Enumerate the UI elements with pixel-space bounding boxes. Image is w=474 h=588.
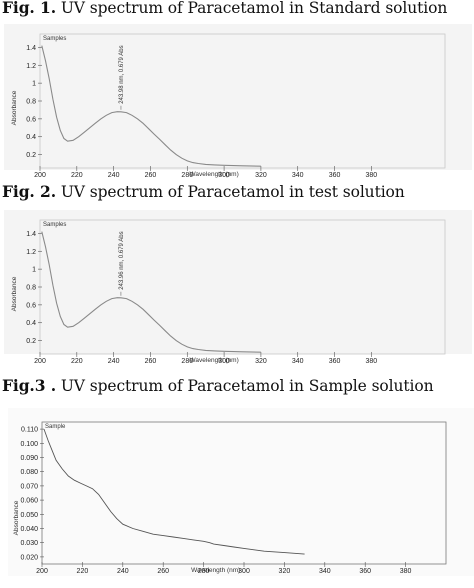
uv-spectrum-chart-sample: Sample 0.020 0.030 0.040 0.050 0.060 0.070 0.08… <box>8 408 474 576</box>
y-tick-label: 0.8 <box>26 285 36 292</box>
peak-annotation-label: 243.98 nm, 0.679 Abs <box>119 45 125 103</box>
x-tick-label: 320 <box>255 358 267 364</box>
y-tick-label: 1.4 <box>26 45 36 52</box>
y-tick-label: 0.080 <box>20 469 38 476</box>
y-tick-label: 0.8 <box>26 99 36 106</box>
x-tick-label: 200 <box>34 172 46 178</box>
y-tick-label: 1.2 <box>26 249 36 256</box>
figure-3-caption-text: UV spectrum of Paracetamol in Sample sol… <box>56 377 434 395</box>
x-tick-label: 280 <box>181 172 193 178</box>
chart-box-label: Samples <box>43 222 66 228</box>
figure-1-label: Fig. 1. <box>2 0 57 17</box>
x-tick-label: 260 <box>145 172 157 178</box>
x-tick-label: 220 <box>71 172 83 178</box>
y-tick-label: 0.020 <box>20 554 38 561</box>
figure-2-label: Fig. 2. <box>2 182 57 201</box>
x-tick-label: 260 <box>157 568 169 575</box>
x-tick-label: 380 <box>366 172 378 178</box>
chart-box-label: Sample <box>45 424 66 430</box>
uv-spectrum-chart-standard: Samples 0.2 0.4 0.6 0.8 1 1.2 1.4 200 220 240 260 28… <box>4 24 472 178</box>
y-tick-label: 0.6 <box>26 116 36 123</box>
y-tick-label: 0.070 <box>20 483 38 490</box>
y-tick-label: 0.6 <box>26 302 36 309</box>
y-tick-label: 1 <box>32 81 36 88</box>
x-tick-label: 200 <box>34 358 46 364</box>
y-tick-label: 0.090 <box>20 455 38 462</box>
peak-annotation-label: 243.96 nm, 0.679 Abs <box>119 231 125 289</box>
y-axis-label: Absorbance <box>13 500 20 535</box>
figure-3-label: Fig.3 . <box>2 376 57 395</box>
figure-2-caption-text: UV spectrum of Paracetamol in test solut… <box>56 183 405 201</box>
x-tick-label: 320 <box>279 568 291 575</box>
x-tick-label: 320 <box>255 172 267 178</box>
x-tick-label: 340 <box>292 172 304 178</box>
x-tick-label: 280 <box>181 358 193 364</box>
chart-panel <box>4 24 472 170</box>
x-tick-label: 360 <box>329 358 341 364</box>
x-tick-label: 220 <box>77 568 89 575</box>
y-tick-label: 1.2 <box>26 63 36 70</box>
y-tick-label: 0.050 <box>20 512 38 519</box>
x-tick-label: 220 <box>71 358 83 364</box>
y-tick-label: 0.4 <box>26 320 36 327</box>
x-tick-label: 360 <box>329 172 341 178</box>
y-tick-label: 0.110 <box>21 427 38 434</box>
y-axis-label: Absorbance <box>11 276 18 311</box>
figure-3-caption: Fig.3 . UV spectrum of Paracetamol in Sa… <box>2 376 434 395</box>
x-tick-label: 340 <box>319 568 331 575</box>
x-axis-label: Wavelength (nm) <box>190 171 239 178</box>
chart-box-label: Samples <box>43 36 66 42</box>
chart-panel <box>4 210 472 354</box>
x-tick-label: 380 <box>400 568 412 575</box>
x-tick-label: 360 <box>359 568 371 575</box>
x-axis-label: Wavelength (nm) <box>190 357 239 364</box>
y-tick-label: 0.2 <box>26 338 36 345</box>
x-tick-label: 260 <box>145 358 157 364</box>
x-tick-label: 300 <box>218 358 230 364</box>
x-tick-label: 200 <box>36 568 48 575</box>
spectrum-line <box>41 45 261 167</box>
x-tick-label: 240 <box>117 568 129 575</box>
x-tick-label: 300 <box>238 568 250 575</box>
y-tick-label: 0.060 <box>20 498 38 505</box>
figure-2-caption: Fig. 2. UV spectrum of Paracetamol in te… <box>2 182 405 201</box>
x-tick-label: 240 <box>108 358 120 364</box>
y-tick-label: 0.4 <box>26 134 36 141</box>
x-tick-label: 300 <box>218 172 230 178</box>
x-axis-label: Wavelength (nm) <box>191 567 240 574</box>
spectrum-line <box>41 231 261 353</box>
figure-1-caption-text: UV spectrum of Paracetamol in Standard s… <box>56 0 448 17</box>
x-tick-label: 380 <box>366 358 378 364</box>
uv-spectrum-chart-test: Samples 0.2 0.4 0.6 0.8 1 1.2 1.4 200 220 240 260 28… <box>4 210 472 364</box>
y-tick-label: 1.4 <box>26 231 36 238</box>
y-tick-label: 0.2 <box>26 152 36 159</box>
x-tick-label: 280 <box>198 568 210 575</box>
y-tick-label: 0.100 <box>20 441 38 448</box>
y-tick-label: 1 <box>32 267 36 274</box>
figure-1-caption: Fig. 1. UV spectrum of Paracetamol in St… <box>2 0 447 17</box>
x-tick-label: 240 <box>108 172 120 178</box>
x-tick-label: 340 <box>292 358 304 364</box>
chart-panel <box>8 408 474 576</box>
spectrum-line <box>43 428 305 555</box>
y-tick-label: 0.040 <box>20 526 38 533</box>
y-tick-label: 0.030 <box>20 540 38 547</box>
y-axis-label: Absorbance <box>11 90 18 125</box>
